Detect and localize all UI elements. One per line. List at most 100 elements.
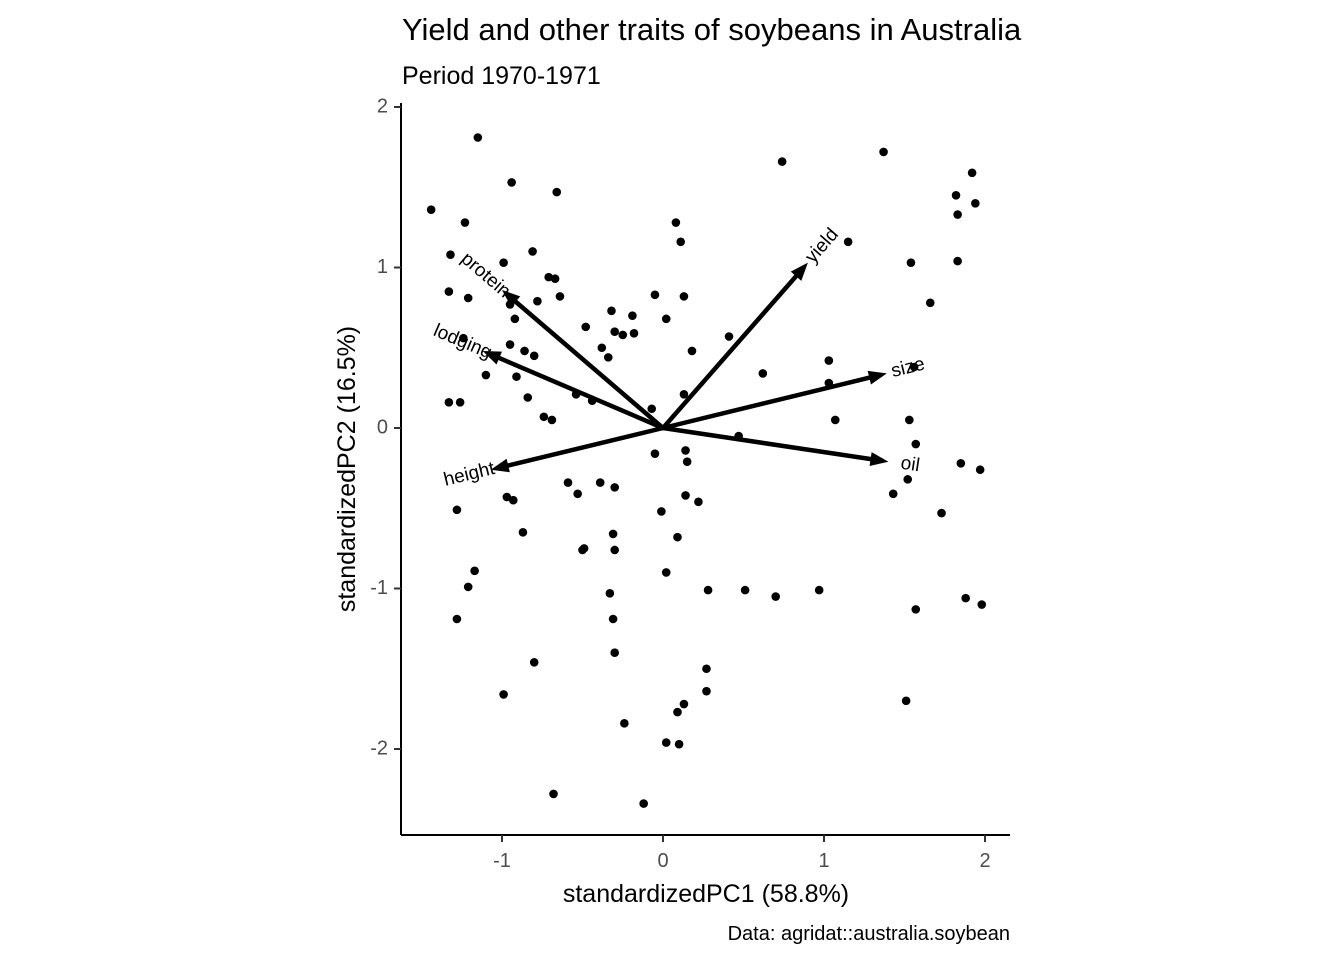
- data-point: [610, 327, 619, 337]
- data-point: [459, 333, 468, 343]
- data-point: [911, 605, 921, 614]
- data-point: [508, 495, 518, 505]
- loading-arrowhead-protein: [502, 289, 521, 308]
- data-point: [879, 147, 888, 157]
- data-point: [539, 412, 549, 422]
- data-point: [563, 478, 573, 487]
- data-point: [777, 157, 787, 166]
- loading-label-height: height: [442, 458, 498, 491]
- y-tick-label: -1: [370, 577, 388, 599]
- data-point: [618, 330, 628, 340]
- y-tick-label: 0: [377, 416, 388, 438]
- data-point: [520, 346, 529, 356]
- data-point: [951, 190, 961, 200]
- loading-label-size: size: [889, 354, 927, 382]
- data-point: [529, 351, 539, 361]
- data-point: [911, 439, 921, 449]
- loading-arrowhead-yield: [790, 262, 808, 281]
- data-point: [971, 199, 980, 208]
- data-point: [661, 314, 671, 324]
- data-point: [740, 585, 750, 595]
- data-point: [555, 292, 565, 301]
- data-point: [452, 614, 462, 624]
- data-point: [533, 296, 542, 306]
- data-point: [608, 614, 618, 624]
- y-tick-label: -2: [370, 737, 388, 759]
- data-point: [620, 719, 629, 728]
- data-point: [903, 475, 913, 484]
- data-point: [544, 272, 553, 282]
- data-point: [905, 415, 914, 425]
- data-point: [953, 256, 962, 266]
- data-point: [470, 566, 479, 576]
- data-point: [674, 739, 684, 749]
- y-axis-title: standardizedPC2 (16.5%): [333, 326, 361, 612]
- data-point: [771, 592, 780, 601]
- loading-label-yield: yield: [801, 224, 843, 267]
- data-point: [671, 218, 681, 227]
- data-point: [639, 799, 648, 808]
- data-point: [975, 465, 985, 475]
- loading-arrow-lodging: [494, 354, 666, 431]
- data-point: [455, 398, 465, 407]
- data-point: [512, 372, 521, 381]
- x-axis-ticks: -1 0 1 2: [493, 835, 991, 872]
- data-point: [702, 686, 711, 696]
- x-tick-label: 1: [818, 850, 829, 872]
- data-point: [676, 237, 686, 247]
- data-point: [661, 738, 671, 747]
- data-point: [961, 593, 970, 603]
- data-point: [657, 507, 666, 516]
- data-point: [703, 585, 713, 595]
- data-point: [824, 356, 834, 365]
- loading-arrowhead-lodging: [482, 350, 502, 365]
- x-axis-title: standardizedPC1 (58.8%): [563, 880, 849, 908]
- data-point: [573, 489, 582, 499]
- data-point: [608, 529, 618, 539]
- data-point: [473, 133, 483, 142]
- data-point: [814, 585, 824, 595]
- data-point: [605, 589, 615, 598]
- loading-label-protein: protein: [457, 248, 515, 302]
- data-point: [681, 446, 690, 455]
- data-point: [597, 343, 607, 353]
- data-point: [937, 508, 946, 518]
- data-point: [452, 505, 462, 515]
- chart-title: Yield and other traits of soybeans in Au…: [402, 12, 1022, 47]
- data-point: [628, 311, 637, 320]
- data-point: [925, 298, 935, 308]
- data-point: [681, 491, 690, 500]
- x-tick-label: 2: [979, 850, 990, 872]
- data-point: [977, 600, 987, 609]
- loading-arrow-oil: [660, 425, 876, 462]
- data-point: [953, 210, 962, 219]
- data-point: [679, 389, 689, 399]
- data-point: [528, 247, 537, 256]
- loading-arrowhead-oil: [869, 452, 889, 466]
- data-point: [481, 370, 491, 380]
- data-point: [595, 478, 605, 487]
- data-point: [463, 293, 473, 303]
- data-point: [694, 497, 703, 507]
- data-point: [463, 582, 473, 592]
- data-point: [967, 168, 977, 178]
- loading-arrow-yield: [660, 271, 801, 431]
- data-point: [724, 332, 734, 341]
- y-axis-ticks: -2 -1 0 1 2: [370, 95, 401, 759]
- data-point: [549, 789, 558, 799]
- data-point: [426, 205, 436, 215]
- data-point: [603, 353, 613, 362]
- data-point: [610, 483, 619, 492]
- data-point: [702, 664, 711, 674]
- loading-label-oil: oil: [899, 453, 921, 477]
- data-point: [758, 369, 768, 378]
- data-point: [547, 415, 557, 425]
- data-point: [673, 532, 682, 542]
- y-tick-label: 2: [377, 95, 388, 117]
- data-point: [460, 218, 470, 227]
- x-tick-label: 0: [657, 850, 668, 872]
- data-point: [518, 528, 528, 537]
- loading-arrow-height: [503, 425, 666, 469]
- loading-arrowhead-height: [490, 458, 510, 473]
